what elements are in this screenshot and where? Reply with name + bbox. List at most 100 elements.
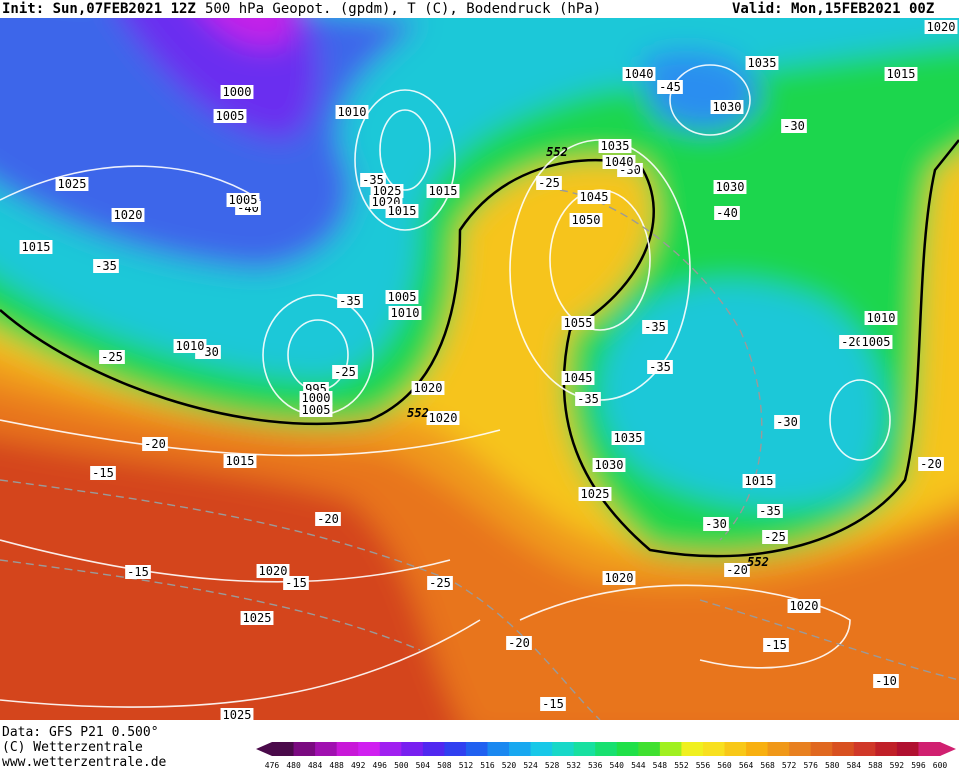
isotherm-label-box [873, 674, 899, 688]
colorbar-segment [659, 742, 682, 756]
isobar-label-text: 1005 [216, 109, 245, 123]
isobar-label: 1020 [411, 381, 445, 395]
isobar-label-box [220, 708, 254, 720]
isobar-label-text: 1020 [605, 571, 634, 585]
isobar-label-box [299, 403, 333, 417]
isobar-label: 1005 [299, 403, 333, 417]
isobar-label-text: 1015 [429, 184, 458, 198]
isotherm-label-text: -15 [127, 565, 149, 579]
isotherm-label-text: -20 [920, 457, 942, 471]
isotherm-label-text: -20 [317, 512, 339, 526]
isotherm-label-box [714, 206, 740, 220]
isobar-label-text: 1035 [601, 139, 630, 153]
isobar-label: 1030 [592, 458, 626, 472]
valid-time: Valid: Mon,15FEB2021 00Z [732, 1, 934, 17]
isotherm-label: -25 [332, 365, 358, 379]
colorbar-segment [595, 742, 618, 756]
isobar-label: 1045 [561, 371, 595, 385]
isobar-label: 1005 [859, 335, 893, 349]
isobar-label-box [598, 139, 632, 153]
isotherm-label: -35 [337, 294, 363, 308]
isotherm-label-box [918, 457, 944, 471]
isobar-label-text: 1005 [302, 403, 331, 417]
isobar-label-text: 1025 [243, 611, 272, 625]
isobar-label: 1010 [335, 105, 369, 119]
isobar-label-text: 1020 [429, 411, 458, 425]
isotherm-label: -25 [99, 350, 125, 364]
isobar-label-box [299, 391, 333, 405]
isotherm-label-text: -35 [644, 320, 666, 334]
colorbar-label: 528 [545, 761, 560, 770]
isotherm-label: -20 [142, 437, 168, 451]
colorbar-label: 564 [739, 761, 754, 770]
isobar-label-box [561, 316, 595, 330]
isobar-label: 1005 [385, 290, 419, 304]
isobar-label: 1050 [569, 213, 603, 227]
colorbar-segment [918, 742, 941, 756]
isobar-label-box [577, 190, 611, 204]
isotherm-label: -35 [647, 360, 673, 374]
colorbar-segment [336, 742, 359, 756]
isobar-label-box [602, 155, 636, 169]
isobar-label: 1025 [370, 184, 404, 198]
isobar-label-box [335, 105, 369, 119]
isobar-label-text: 1045 [580, 190, 609, 204]
isobar-label: 1015 [223, 454, 257, 468]
isobar-label: 1035 [611, 431, 645, 445]
colorbar-segment [810, 742, 833, 756]
colorbar-label: 560 [717, 761, 732, 770]
colorbar-label: 476 [265, 761, 280, 770]
isotherm-label-text: -25 [334, 365, 356, 379]
isotherm-label-text: -20 [508, 636, 530, 650]
isobar-label: 1005 [226, 193, 260, 207]
isotherm-label-box [283, 576, 309, 590]
isotherm-label-box [427, 576, 453, 590]
isobar-label-box [240, 611, 274, 625]
isobar-label: 1015 [19, 240, 53, 254]
isobar-label: 1005 [213, 109, 247, 123]
isotherm-label: -10 [873, 674, 899, 688]
colorbar-segment [401, 742, 424, 756]
isotherms [0, 189, 959, 720]
colorbar-label: 532 [566, 761, 581, 770]
isobar-label-box [385, 204, 419, 218]
isotherm-label: -25 [762, 530, 788, 544]
isobar-label-box [864, 311, 898, 325]
isotherm-label-text: -35 [649, 360, 671, 374]
isobar-label-text: 1010 [867, 311, 896, 325]
colorbar-segment [444, 742, 467, 756]
colorbar-segment [552, 742, 575, 756]
isobar-label: 1055 [561, 316, 595, 330]
isotherm-label-box [657, 80, 683, 94]
isobar-label-text: 1020 [414, 381, 443, 395]
isobar-label: 1040 [622, 67, 656, 81]
isobar-label: 1000 [299, 391, 333, 405]
isotherm-label-box [642, 320, 668, 334]
isobar-label-text: 1020 [927, 20, 956, 34]
isotherm-label-text: -30 [705, 517, 727, 531]
isobar-label-box [622, 67, 656, 81]
isotherm-label-box [575, 392, 601, 406]
isobar-label-box [578, 487, 612, 501]
colorbar-segment [724, 742, 747, 756]
isobar-label-text: 1010 [338, 105, 367, 119]
isobar-label: 1025 [240, 611, 274, 625]
isobar-label: 1025 [578, 487, 612, 501]
colorbar-segment [681, 742, 704, 756]
isotherm-label-box [757, 504, 783, 518]
isotherm-label-box [142, 437, 168, 451]
isotherm-label-box [762, 530, 788, 544]
isobar-label: 1010 [864, 311, 898, 325]
isotherm-label: -30 [703, 517, 729, 531]
isobar-label-text: 1050 [572, 213, 601, 227]
isobar-label-box [220, 85, 254, 99]
isobar-label: 1015 [426, 184, 460, 198]
isotherm-label: -35 [93, 259, 119, 273]
isobar-label: 1030 [710, 100, 744, 114]
isobar-label-text: 1015 [388, 204, 417, 218]
isobar-label-box [426, 411, 460, 425]
isobar-label-text: 1045 [564, 371, 593, 385]
isobar-label-box [611, 431, 645, 445]
